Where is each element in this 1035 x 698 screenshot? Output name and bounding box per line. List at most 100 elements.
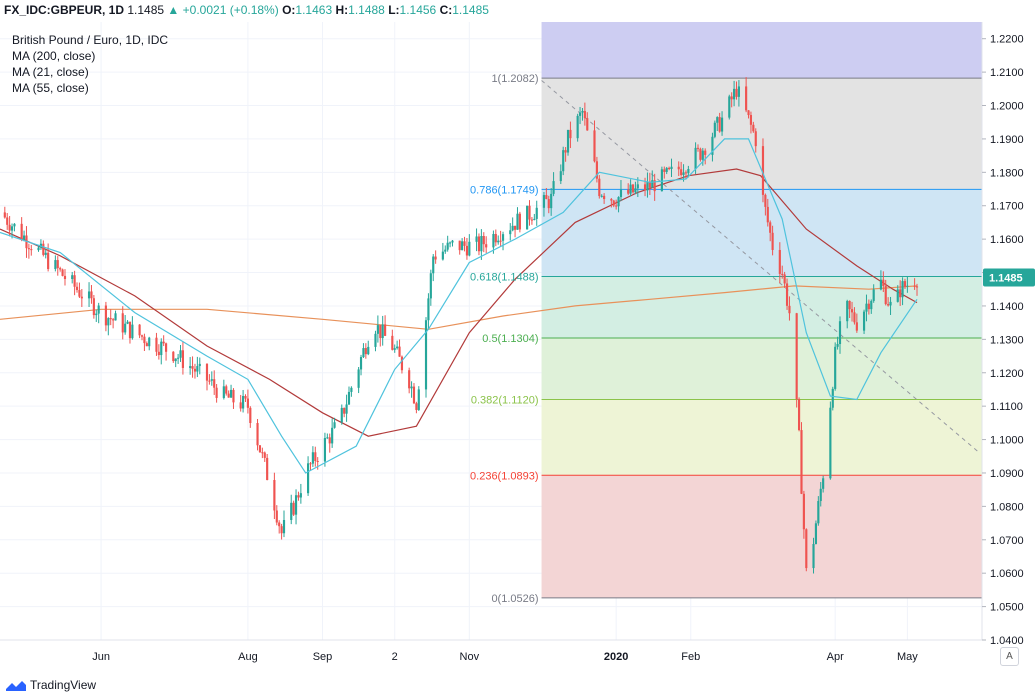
close-value: 1.1485 [452, 3, 489, 17]
candle-body [578, 112, 582, 116]
candle-body [477, 236, 481, 252]
candle-body [205, 363, 209, 381]
candle-body [492, 233, 495, 248]
candle-body [458, 240, 461, 251]
ma-21-line [0, 138, 918, 474]
tradingview-branding[interactable]: TradingView [6, 678, 96, 692]
candle-body [266, 457, 269, 481]
candle-body [853, 312, 856, 323]
candle-body [449, 242, 452, 244]
candle-body [90, 291, 93, 299]
candle-body [884, 285, 887, 305]
price-tick-label: 1.1800 [990, 167, 1024, 179]
candle-body [95, 313, 98, 316]
candle-body [239, 402, 242, 409]
candle-body [412, 386, 416, 404]
candle-body [745, 86, 748, 111]
candle-body [162, 341, 165, 344]
candle-body [463, 241, 466, 246]
candle-body [699, 148, 702, 160]
candle-body [694, 147, 697, 170]
time-tick-label: May [897, 651, 918, 663]
fib-zone [541, 78, 982, 190]
price-tick-label: 1.0500 [990, 602, 1024, 614]
candle-body [530, 219, 533, 221]
candle-body [80, 296, 83, 299]
candle-body [362, 348, 365, 358]
candle-body [822, 478, 825, 489]
candle-body [316, 460, 319, 462]
legend-ma55[interactable]: MA (55, close) [12, 81, 89, 95]
candle-body [735, 88, 738, 97]
price-tick-label: 1.1000 [990, 435, 1024, 447]
candle-body [535, 207, 538, 219]
symbol-header: FX_IDC:GBPEUR, 1D 1.1485 ▲ +0.0021 (+0.1… [4, 3, 489, 17]
candle-body [357, 369, 360, 388]
candle-body [309, 463, 312, 465]
candle-body [177, 357, 180, 359]
fib-zone [541, 189, 982, 277]
candle-body [282, 520, 286, 534]
close-label: C: [439, 3, 453, 17]
candle-body [451, 240, 454, 243]
ma-55-path [0, 168, 918, 437]
low-label: L: [388, 3, 400, 17]
candle-body [244, 395, 247, 399]
candle-body [648, 181, 651, 188]
candle-body [872, 289, 875, 301]
candle-body [434, 256, 437, 260]
candle-body [619, 189, 623, 198]
candle-body [20, 223, 23, 240]
candle-body [518, 213, 521, 230]
candle-body [297, 495, 300, 498]
candle-body [764, 194, 767, 207]
candle-body [819, 488, 822, 502]
legend-ma21[interactable]: MA (21, close) [12, 65, 89, 79]
candle-body [475, 236, 478, 242]
candle-body [280, 526, 283, 534]
candle-body [513, 225, 517, 230]
price-tick-label: 1.1700 [990, 201, 1024, 213]
candle-body [210, 379, 213, 381]
candle-body [441, 251, 444, 260]
candle-body [677, 166, 680, 170]
chart-title[interactable]: British Pound / Euro, 1D, IDC [12, 33, 169, 47]
fib-zone [541, 475, 982, 598]
candle-body [164, 343, 168, 352]
last-price-label: 1.1485 [989, 273, 1023, 285]
candle-body [583, 110, 586, 119]
auto-scale-button[interactable]: A [1000, 647, 1019, 666]
candle-body [896, 289, 899, 302]
fib-level-label: 0.5(1.1304) [482, 333, 538, 345]
time-tick-label: Apr [827, 651, 844, 663]
candle-body [468, 241, 471, 256]
candle-body [913, 285, 916, 287]
candle-body [222, 386, 225, 398]
candle-body [44, 252, 47, 255]
candle-body [771, 232, 774, 250]
candle-body [6, 217, 9, 225]
candle-body [400, 356, 404, 371]
candle-body [550, 193, 553, 209]
candle-body [229, 389, 233, 398]
ma-200-path [0, 285, 918, 330]
candle-body [728, 96, 731, 118]
candle-body [427, 298, 430, 321]
candle-body [617, 197, 620, 207]
candle-body [670, 166, 673, 169]
price-tick-label: 1.0700 [990, 535, 1024, 547]
candle-body [181, 350, 185, 368]
price-tick-label: 1.2000 [990, 101, 1024, 113]
candle-body [398, 346, 401, 357]
legend-ma200[interactable]: MA (200, close) [12, 49, 96, 63]
candle-body [482, 236, 485, 245]
high-value: 1.1488 [348, 3, 385, 17]
price-tick-label: 1.1100 [990, 401, 1023, 413]
candle-body [294, 495, 298, 515]
candle-body [668, 167, 671, 169]
candle-body [92, 298, 95, 316]
candle-body [232, 389, 235, 403]
candle-body [417, 389, 420, 410]
candle-body [754, 131, 757, 147]
